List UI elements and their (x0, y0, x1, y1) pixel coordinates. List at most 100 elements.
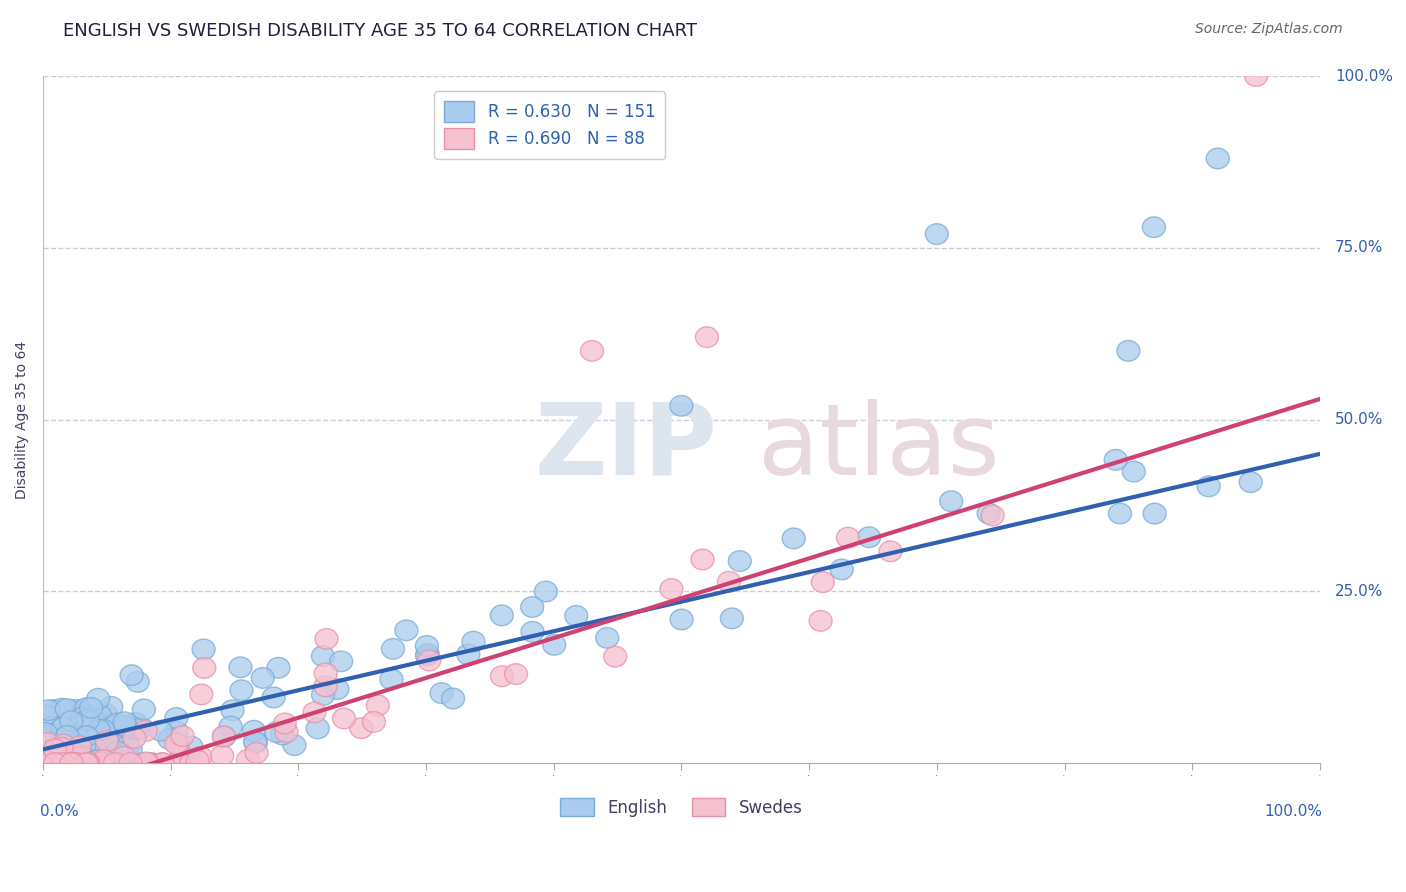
Ellipse shape (35, 753, 58, 773)
Ellipse shape (314, 663, 337, 683)
Ellipse shape (59, 729, 82, 749)
Ellipse shape (76, 710, 100, 731)
Ellipse shape (830, 559, 853, 580)
Ellipse shape (80, 707, 104, 728)
Ellipse shape (283, 735, 307, 756)
Ellipse shape (505, 664, 527, 684)
Ellipse shape (150, 753, 174, 773)
Ellipse shape (1197, 476, 1220, 497)
Ellipse shape (129, 717, 153, 738)
Ellipse shape (112, 753, 135, 773)
Ellipse shape (62, 739, 84, 761)
Ellipse shape (112, 747, 135, 767)
Ellipse shape (463, 632, 485, 652)
Ellipse shape (166, 753, 190, 773)
Ellipse shape (34, 723, 58, 743)
Ellipse shape (165, 722, 188, 742)
Ellipse shape (1239, 472, 1263, 492)
Ellipse shape (212, 726, 236, 747)
Ellipse shape (94, 704, 118, 724)
Text: atlas: atlas (758, 399, 1000, 496)
Ellipse shape (65, 699, 87, 720)
Ellipse shape (42, 753, 66, 773)
Ellipse shape (1244, 66, 1268, 87)
Ellipse shape (117, 737, 139, 757)
Ellipse shape (56, 753, 80, 773)
Ellipse shape (441, 689, 464, 709)
Ellipse shape (67, 701, 91, 722)
Ellipse shape (101, 716, 125, 737)
Ellipse shape (51, 734, 73, 755)
Ellipse shape (82, 710, 105, 731)
Ellipse shape (430, 682, 453, 704)
Ellipse shape (96, 731, 118, 751)
Ellipse shape (312, 646, 335, 666)
Ellipse shape (522, 622, 544, 642)
Ellipse shape (75, 726, 98, 747)
Ellipse shape (52, 734, 75, 755)
Ellipse shape (457, 644, 479, 665)
Ellipse shape (90, 753, 114, 773)
Ellipse shape (122, 728, 146, 748)
Ellipse shape (367, 695, 389, 715)
Ellipse shape (245, 732, 267, 753)
Ellipse shape (51, 753, 75, 773)
Ellipse shape (59, 753, 83, 773)
Ellipse shape (981, 505, 1004, 525)
Ellipse shape (671, 609, 693, 630)
Ellipse shape (98, 753, 121, 773)
Ellipse shape (696, 326, 718, 347)
Ellipse shape (46, 753, 69, 773)
Ellipse shape (80, 698, 103, 718)
Ellipse shape (60, 753, 83, 773)
Ellipse shape (669, 395, 693, 417)
Ellipse shape (59, 711, 83, 731)
Ellipse shape (332, 708, 356, 729)
Ellipse shape (491, 666, 513, 687)
Ellipse shape (55, 698, 79, 719)
Ellipse shape (236, 749, 260, 770)
Ellipse shape (77, 753, 100, 773)
Legend: English, Swedes: English, Swedes (554, 791, 808, 823)
Ellipse shape (127, 672, 149, 692)
Ellipse shape (94, 753, 117, 773)
Ellipse shape (165, 733, 187, 754)
Ellipse shape (38, 753, 60, 773)
Ellipse shape (35, 753, 58, 773)
Ellipse shape (149, 721, 172, 741)
Ellipse shape (221, 700, 245, 721)
Ellipse shape (134, 721, 157, 741)
Ellipse shape (219, 716, 242, 737)
Ellipse shape (60, 753, 83, 773)
Ellipse shape (120, 739, 142, 760)
Ellipse shape (76, 716, 100, 737)
Ellipse shape (543, 634, 565, 655)
Ellipse shape (104, 753, 127, 773)
Text: ZIP: ZIP (534, 399, 717, 496)
Y-axis label: Disability Age 35 to 64: Disability Age 35 to 64 (15, 341, 30, 499)
Ellipse shape (77, 753, 100, 773)
Ellipse shape (273, 713, 297, 734)
Ellipse shape (53, 753, 76, 773)
Ellipse shape (56, 725, 79, 747)
Ellipse shape (37, 751, 59, 772)
Ellipse shape (37, 700, 60, 721)
Text: 100.0%: 100.0% (1336, 69, 1393, 84)
Ellipse shape (271, 724, 294, 745)
Ellipse shape (60, 753, 83, 773)
Ellipse shape (44, 699, 66, 721)
Ellipse shape (45, 753, 67, 773)
Ellipse shape (55, 753, 79, 773)
Ellipse shape (76, 753, 100, 773)
Ellipse shape (603, 647, 627, 667)
Ellipse shape (1104, 450, 1128, 470)
Ellipse shape (65, 753, 87, 773)
Ellipse shape (51, 698, 73, 719)
Ellipse shape (939, 491, 963, 511)
Ellipse shape (65, 753, 87, 773)
Ellipse shape (1122, 461, 1146, 482)
Ellipse shape (87, 689, 110, 709)
Ellipse shape (49, 753, 72, 773)
Ellipse shape (135, 752, 157, 772)
Ellipse shape (728, 550, 751, 572)
